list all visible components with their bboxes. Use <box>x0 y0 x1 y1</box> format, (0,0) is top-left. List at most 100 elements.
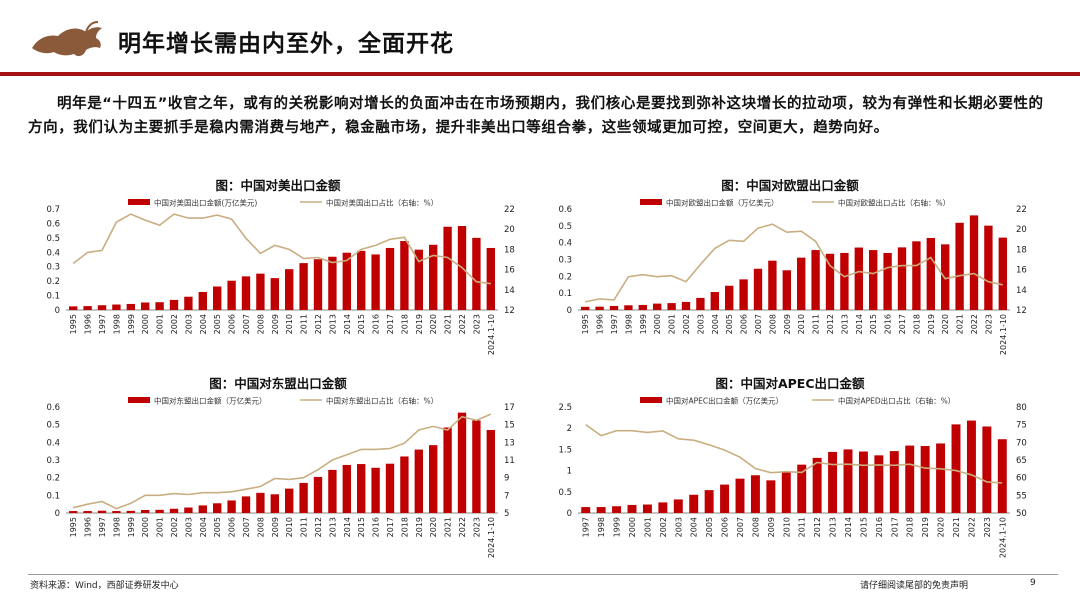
bar <box>874 455 884 513</box>
x-tick-label: 2020 <box>941 314 950 334</box>
x-tick-label: 2000 <box>141 314 150 334</box>
y2-tick-label: 80 <box>1016 403 1027 413</box>
bar <box>241 276 251 310</box>
bar <box>854 247 863 310</box>
bar <box>812 457 822 513</box>
x-tick-label: 2015 <box>869 314 878 334</box>
x-tick-label: 2019 <box>415 314 424 334</box>
bar <box>936 443 946 513</box>
x-tick-label: 2018 <box>906 517 915 537</box>
bar <box>313 476 323 513</box>
y-tick-label: 0 <box>55 509 60 519</box>
bar <box>681 301 691 310</box>
x-tick-label: 2012 <box>314 517 323 537</box>
y2-tick-label: 14 <box>1016 286 1027 296</box>
bar <box>414 249 423 310</box>
y-tick-label: 0.3 <box>46 456 60 466</box>
bar <box>472 237 481 310</box>
bar <box>429 445 438 513</box>
bar <box>155 302 164 310</box>
bar <box>256 273 265 310</box>
bar <box>112 304 121 310</box>
bar <box>797 257 806 310</box>
x-tick-label: 1997 <box>582 517 591 537</box>
x-tick-label: 2000 <box>141 517 150 537</box>
x-tick-label: 2012 <box>826 314 835 334</box>
x-tick-label: 2007 <box>736 517 745 537</box>
bar <box>689 494 699 513</box>
x-tick-label: 1996 <box>84 314 93 334</box>
bar <box>385 463 395 513</box>
bar <box>624 305 633 310</box>
legend-swatch-bar <box>640 199 662 205</box>
chart-title: 图：中国对东盟出口金额 <box>209 376 347 391</box>
bar <box>768 260 777 310</box>
x-tick-label: 1997 <box>98 314 107 334</box>
bar <box>609 305 619 310</box>
y2-tick-label: 12 <box>1016 306 1027 316</box>
y-tick-label: 0.5 <box>558 222 572 232</box>
bar <box>782 270 791 310</box>
x-tick-label: 2014 <box>343 314 352 334</box>
x-tick-label: 2011 <box>300 517 309 537</box>
x-tick-label: 2021 <box>444 517 453 537</box>
bar <box>825 253 835 310</box>
x-tick-label: 2015 <box>357 314 366 334</box>
x-tick-label: 1998 <box>624 314 633 334</box>
legend-label-line: 中国对美国出口占比（右轴：%） <box>326 198 438 208</box>
x-tick-label: 2014 <box>343 517 352 537</box>
x-tick-label: 2002 <box>659 517 668 537</box>
bar <box>966 420 976 513</box>
x-tick-label: 2005 <box>725 314 734 334</box>
legend-swatch-bar <box>128 397 150 403</box>
bar <box>169 508 179 513</box>
x-tick-label: 2020 <box>429 517 438 537</box>
chart-legend: 中国对APEC出口金额（万亿美元） 中国对APED出口占比（右轴：%） <box>640 396 955 406</box>
legend-label-line: 中国对欧盟出口占比（右轴：%） <box>838 198 950 208</box>
y2-tick-label: 65 <box>1016 456 1027 466</box>
bar <box>889 451 899 513</box>
legend-swatch-bar <box>128 199 150 205</box>
bar <box>371 467 380 513</box>
bar <box>869 250 878 310</box>
y-tick-label: 0.1 <box>46 292 60 302</box>
y-tick-label: 0 <box>567 306 572 316</box>
bar <box>270 494 279 513</box>
x-tick-label: 2016 <box>884 314 893 334</box>
x-tick-label: 1998 <box>112 517 121 537</box>
x-tick-label: 2019 <box>921 517 930 537</box>
x-tick-label: 2017 <box>898 314 907 334</box>
legend-label-line: 中国对东盟出口占比（右轴：%） <box>326 396 438 406</box>
x-tick-label: 2024.1-10 <box>487 517 496 558</box>
bar <box>184 507 193 513</box>
bar <box>595 306 604 310</box>
bar <box>828 451 838 513</box>
y2-tick-label: 5 <box>504 509 509 519</box>
bar <box>112 511 121 513</box>
x-tick-label: 2006 <box>228 517 237 537</box>
bar <box>299 263 308 310</box>
x-tick-label: 2001 <box>668 314 677 334</box>
x-tick-label: 2017 <box>890 517 899 537</box>
y2-tick-label: 15 <box>504 421 515 431</box>
legend-swatch-bar <box>640 397 662 403</box>
x-tick-label: 2015 <box>357 517 366 537</box>
bar <box>213 503 222 513</box>
bar <box>141 302 150 310</box>
bar <box>169 299 179 310</box>
x-tick-label: 2014 <box>855 314 864 334</box>
bar <box>472 420 481 513</box>
bar <box>429 244 438 310</box>
bar <box>843 449 853 513</box>
bar <box>126 510 135 513</box>
x-tick-label: 2009 <box>271 517 280 537</box>
bar <box>69 306 78 310</box>
x-tick-label: 2020 <box>937 517 946 537</box>
x-tick-label: 2000 <box>653 314 662 334</box>
x-tick-label: 2020 <box>429 314 438 334</box>
bar <box>198 505 207 513</box>
bar <box>704 490 714 513</box>
bar <box>955 222 964 310</box>
x-tick-label: 2004 <box>199 517 208 537</box>
chart-legend: 中国对东盟出口金额（万亿美元） 中国对东盟出口占比（右轴：%） <box>128 396 438 406</box>
